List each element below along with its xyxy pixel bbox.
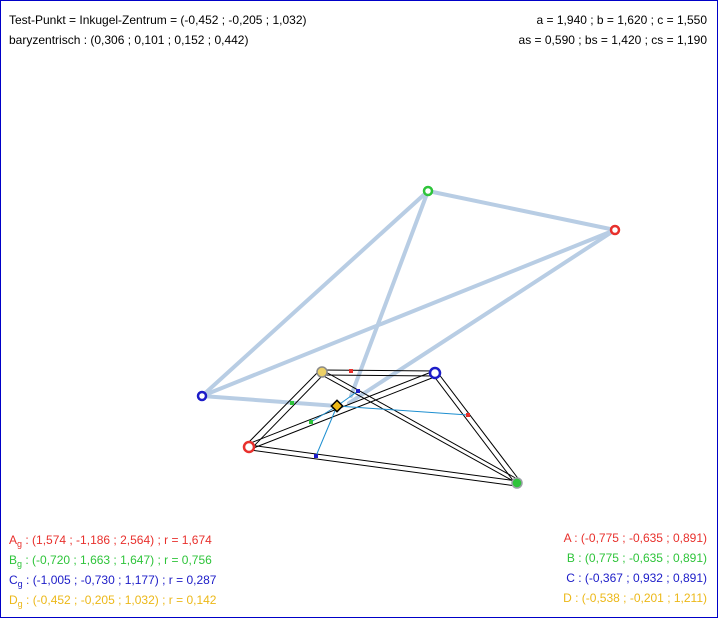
projection-line xyxy=(426,189,617,232)
vertex-b-coords: B : (0,775 ; -0,635 ; 0,891) xyxy=(566,551,707,565)
outer-point-red xyxy=(609,224,621,236)
vertex-b[interactable] xyxy=(511,477,523,489)
projection-line xyxy=(349,189,430,398)
gpoint-subscript: g xyxy=(17,559,23,569)
barycentric-label: baryzentrisch : (0,306 ; 0,101 ; 0,152 ;… xyxy=(9,33,249,47)
vertex-d[interactable] xyxy=(316,366,328,378)
gpoint-letter: B xyxy=(9,553,18,567)
edge-ad xyxy=(251,373,325,449)
median-lengths-label: as = 0,590 ; bs = 1,420 ; cs = 1,190 xyxy=(518,33,707,47)
gpoint-letter: D xyxy=(9,593,18,607)
construction-line xyxy=(310,405,338,423)
edge-dc xyxy=(321,369,436,372)
edge-ad xyxy=(245,370,320,446)
projection-line xyxy=(347,228,617,405)
gpoint-b: Bg : (-0,720 ; 1,663 ; 1,647) ; r = 0,75… xyxy=(9,553,212,571)
gpoint-subscript: g xyxy=(17,579,23,589)
projection-line xyxy=(200,189,430,398)
foot-markers xyxy=(290,369,470,458)
side-lengths-label: a = 1,940 ; b = 1,620 ; c = 1,550 xyxy=(536,13,707,27)
gpoint-letter: A xyxy=(9,533,18,547)
gpoint-text: : (-0,720 ; 1,663 ; 1,647) ; r = 0,756 xyxy=(22,553,212,567)
edge-cb xyxy=(432,374,516,484)
vertex-d-coords: D : (-0,538 ; -0,201 ; 1,211) xyxy=(563,591,707,605)
edge-cb xyxy=(437,372,521,482)
gpoint-subscript: g xyxy=(17,539,23,549)
foot-marker-green xyxy=(309,420,313,424)
foot-marker-red xyxy=(349,369,353,373)
test-point[interactable] xyxy=(330,399,344,413)
gpoint-text: : (-1,005 ; -0,730 ; 1,177) ; r = 0,287 xyxy=(22,573,217,587)
vertex-c-coords: C : (-0,367 ; 0,932 ; 0,891) xyxy=(566,571,707,585)
gpoint-c: Cg : (-1,005 ; -0,730 ; 1,177) ; r = 0,2… xyxy=(9,573,216,591)
edge-ac xyxy=(250,375,438,450)
outer-points xyxy=(196,185,621,402)
edge-dc xyxy=(321,374,436,377)
gpoint-text: : (1,574 ; -1,186 ; 2,564) ; r = 1,674 xyxy=(22,533,212,547)
outer-point-green xyxy=(422,185,434,197)
tetrahedron-vertices xyxy=(242,366,523,489)
foot-marker-red xyxy=(466,413,470,417)
gpoint-a: Ag : (1,574 ; -1,186 ; 2,564) ; r = 1,67… xyxy=(9,533,212,551)
gpoint-text: : (-0,452 ; -0,205 ; 1,032) ; r = 0,142 xyxy=(22,593,217,607)
construction-line xyxy=(315,405,338,457)
edge-ab xyxy=(249,449,517,487)
foot-marker-blue xyxy=(356,389,360,393)
foot-marker-blue xyxy=(314,454,318,458)
test-point-label: Test-Punkt = Inkugel-Zentrum = (-0,452 ;… xyxy=(9,13,307,27)
gpoint-d: Dg : (-0,452 ; -0,205 ; 1,032) ; r = 0,1… xyxy=(9,593,216,611)
edge-ab xyxy=(248,444,518,482)
gpoint-subscript: g xyxy=(17,599,23,609)
projection-lines xyxy=(200,189,617,408)
vertex-c[interactable] xyxy=(428,366,442,380)
tetrahedron-edges xyxy=(245,369,521,487)
foot-marker-green xyxy=(290,401,294,405)
construction-line xyxy=(336,405,469,416)
vertex-a[interactable] xyxy=(242,440,256,454)
construction-lines xyxy=(310,390,469,457)
gpoint-letter: C xyxy=(9,573,18,587)
projection-line xyxy=(200,228,617,398)
vertex-a-coords: A : (-0,775 ; -0,635 ; 0,891) xyxy=(563,531,707,545)
projection-line xyxy=(200,394,339,408)
outer-point-blue xyxy=(196,390,208,402)
edge-db xyxy=(319,373,516,483)
